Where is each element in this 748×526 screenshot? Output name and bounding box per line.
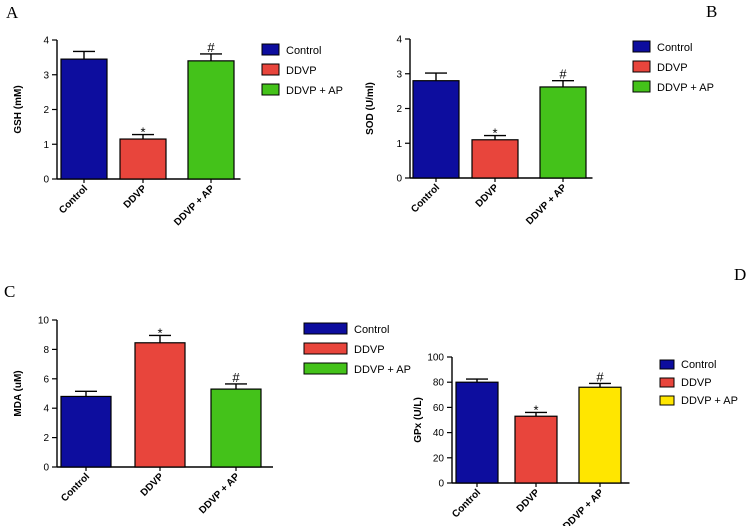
y-tick-label-a: 2	[43, 105, 49, 116]
y-tick-label-b: 0	[396, 174, 402, 185]
legend-swatch-a-0	[261, 43, 280, 56]
y-tick-label-d: 0	[438, 479, 444, 490]
category-label-d-2: DDVP + AP	[561, 487, 606, 526]
category-label-b-1: DDVP	[474, 182, 502, 210]
y-tick-label-b: 4	[396, 35, 402, 46]
y-tick-label-c: 0	[43, 463, 49, 474]
y-tick-label-b: 3	[396, 69, 402, 80]
legend-swatch-d-1	[659, 377, 675, 388]
category-label-c-0: Control	[59, 471, 92, 504]
legend-label-b-2: DDVP + AP	[657, 82, 714, 94]
y-tick-label-d: 20	[433, 453, 445, 464]
legend-swatch-d-0	[659, 359, 675, 370]
category-label-d-1: DDVP	[515, 487, 543, 515]
legend-swatch-b-0	[632, 40, 651, 53]
legend-label-d-1: DDVP	[681, 377, 712, 389]
y-tick-label-c: 2	[43, 433, 49, 444]
y-tick-label-a: 4	[43, 36, 49, 47]
bar-b-2	[539, 86, 587, 179]
y-axis-label-d: GPx (U/L)	[413, 397, 424, 443]
bar-c-2	[210, 388, 262, 468]
legend-label-c-1: DDVP	[354, 344, 385, 356]
significance-marker-a-2: #	[207, 40, 215, 55]
chart-panel-a: A 0 1 2 3 4 GSH (mM) Control * DDVP # DDVP + AP Cont…	[6, 3, 343, 228]
panel-letter-c: C	[4, 282, 15, 301]
y-tick-label-b: 1	[396, 139, 402, 150]
significance-marker-c-2: #	[232, 370, 240, 385]
panel-letter-a: A	[6, 3, 19, 22]
y-tick-label-c: 6	[43, 374, 49, 385]
significance-marker-d-2: #	[596, 369, 604, 384]
category-label-a-1: DDVP	[122, 183, 150, 211]
legend-swatch-a-2	[261, 83, 280, 96]
y-tick-label-c: 4	[43, 404, 49, 415]
legend-label-a-1: DDVP	[286, 65, 317, 77]
y-tick-label-d: 100	[427, 353, 444, 364]
y-tick-label-d: 60	[433, 403, 445, 414]
legend-label-d-0: Control	[681, 359, 716, 371]
bar-a-0	[60, 58, 108, 180]
panel-letter-d: D	[734, 265, 746, 284]
legend-swatch-d-2	[659, 395, 675, 406]
bar-d-2	[578, 386, 622, 484]
category-label-d-0: Control	[450, 487, 483, 520]
category-label-a-2: DDVP + AP	[172, 183, 217, 228]
legend-label-b-1: DDVP	[657, 62, 688, 74]
y-tick-label-d: 80	[433, 378, 445, 389]
bar-a-1	[119, 138, 167, 180]
significance-marker-b-1: *	[492, 126, 497, 141]
legend-swatch-c-1	[303, 342, 348, 355]
category-label-a-0: Control	[57, 183, 90, 216]
significance-marker-d-1: *	[533, 402, 538, 417]
y-tick-label-a: 3	[43, 70, 49, 81]
legend-swatch-b-1	[632, 60, 651, 73]
bar-b-0	[412, 80, 460, 179]
legend-swatch-b-2	[632, 80, 651, 93]
y-tick-label-c: 8	[43, 345, 49, 356]
legend-label-a-2: DDVP + AP	[286, 85, 343, 97]
legend-swatch-c-0	[303, 322, 348, 335]
bar-d-0	[455, 381, 499, 484]
category-label-b-2: DDVP + AP	[524, 182, 569, 227]
bar-a-2	[187, 60, 235, 180]
chart-panel-b: B 0 1 2 3 4 SOD (U/ml) Control * DDVP # DDVP + AP Co…	[365, 2, 717, 227]
legend-label-b-0: Control	[657, 42, 692, 54]
bar-b-1	[471, 139, 519, 179]
category-label-c-1: DDVP	[139, 471, 167, 499]
y-tick-label-a: 0	[43, 175, 49, 186]
significance-marker-b-2: #	[559, 67, 567, 82]
y-tick-label-c: 10	[38, 316, 50, 327]
y-tick-label-d: 40	[433, 428, 445, 439]
y-tick-label-a: 1	[43, 140, 49, 151]
legend-swatch-a-1	[261, 63, 280, 76]
chart-panel-c: C 0 2 4 6 8 10 MDA (uM) Control * DDVP # DDVP + AP Co…	[4, 282, 411, 516]
legend-swatch-c-2	[303, 362, 348, 375]
legend-label-d-2: DDVP + AP	[681, 395, 738, 407]
y-tick-label-b: 2	[396, 104, 402, 115]
bar-c-1	[134, 342, 186, 468]
bar-d-1	[514, 415, 558, 484]
bar-c-0	[60, 395, 112, 468]
legend-label-c-0: Control	[354, 324, 389, 336]
y-axis-label-c: MDA (uM)	[13, 370, 24, 416]
y-axis-label-b: SOD (U/ml)	[365, 82, 376, 135]
category-label-c-2: DDVP + AP	[197, 471, 242, 516]
panel-letter-b: B	[706, 2, 717, 21]
significance-marker-c-1: *	[157, 325, 162, 340]
y-axis-label-a: GSH (mM)	[13, 85, 24, 133]
significance-marker-a-1: *	[140, 125, 145, 140]
legend-label-a-0: Control	[286, 45, 321, 57]
chart-panel-d: D 0 20 40 60 80 100 GPx (U/L) Control * DDVP # DDVP …	[413, 265, 746, 526]
category-label-b-0: Control	[409, 182, 442, 215]
legend-label-c-2: DDVP + AP	[354, 364, 411, 376]
